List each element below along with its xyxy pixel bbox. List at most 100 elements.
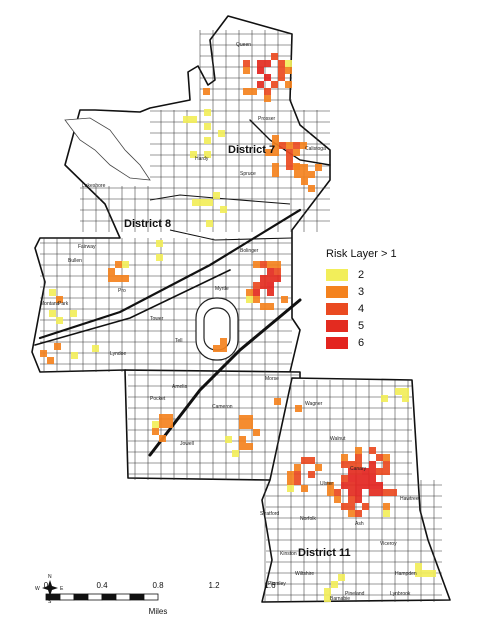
risk-cell bbox=[253, 296, 260, 303]
risk-cell bbox=[390, 489, 397, 496]
risk-cell bbox=[300, 142, 307, 149]
legend-item: 2 bbox=[326, 266, 397, 283]
risk-cell bbox=[355, 461, 362, 468]
scale-ticks: 0 0.4 0.8 1.2 1.6 bbox=[44, 581, 276, 590]
scale-segment bbox=[115, 593, 131, 601]
risk-cell bbox=[271, 81, 278, 88]
scale-tick-label: 0.4 bbox=[96, 581, 108, 590]
risk-cell bbox=[274, 261, 281, 268]
risk-cell bbox=[108, 268, 115, 275]
scale-bar: 0 0.4 0.8 1.2 1.6 Miles bbox=[44, 581, 276, 616]
risk-cell bbox=[285, 81, 292, 88]
street-label: Ash bbox=[355, 521, 364, 527]
risk-cell bbox=[190, 151, 197, 158]
risk-cell bbox=[156, 240, 163, 247]
risk-cell bbox=[156, 254, 163, 261]
risk-cell bbox=[301, 178, 308, 185]
scale-unit: Miles bbox=[149, 607, 168, 616]
risk-cells bbox=[40, 53, 436, 602]
risk-cell bbox=[301, 485, 308, 492]
street-label: Cameron bbox=[212, 404, 233, 410]
legend-swatch bbox=[326, 285, 348, 298]
risk-cell bbox=[267, 303, 274, 310]
risk-cell bbox=[355, 447, 362, 454]
risk-cell bbox=[257, 67, 264, 74]
risk-cell bbox=[278, 67, 285, 74]
risk-cell bbox=[383, 510, 390, 517]
risk-cell bbox=[362, 468, 369, 475]
legend-label: 2 bbox=[358, 268, 365, 281]
legend-swatch bbox=[326, 268, 348, 281]
risk-cell bbox=[334, 489, 341, 496]
street-label: Hardy bbox=[195, 156, 209, 162]
risk-cell bbox=[267, 275, 274, 282]
risk-cell bbox=[293, 149, 300, 156]
risk-cell bbox=[199, 199, 206, 206]
legend-item: 4 bbox=[326, 300, 397, 317]
scale-segment bbox=[143, 593, 159, 601]
risk-cell bbox=[54, 343, 61, 350]
street-label: Plumley bbox=[268, 581, 286, 587]
risk-cell bbox=[272, 163, 279, 170]
risk-cell bbox=[206, 199, 213, 206]
compass-n: N bbox=[48, 574, 52, 580]
risk-cell bbox=[324, 588, 331, 595]
risk-cell bbox=[232, 450, 239, 457]
risk-cell bbox=[264, 95, 271, 102]
risk-cell bbox=[383, 503, 390, 510]
risk-cell bbox=[267, 268, 274, 275]
risk-cell bbox=[348, 482, 355, 489]
scale-tick-label: 0.8 bbox=[152, 581, 164, 590]
risk-cell bbox=[225, 436, 232, 443]
risk-cell bbox=[294, 471, 301, 478]
street-label: Lynbrook bbox=[390, 591, 411, 597]
risk-cell bbox=[190, 116, 197, 123]
risk-cell bbox=[115, 275, 122, 282]
legend-swatch bbox=[326, 336, 348, 349]
scale-segment bbox=[101, 593, 117, 601]
risk-cell bbox=[348, 475, 355, 482]
risk-cell bbox=[260, 261, 267, 268]
risk-cell bbox=[348, 510, 355, 517]
risk-cell bbox=[381, 395, 388, 402]
risk-cell bbox=[286, 149, 293, 156]
legend-label: 3 bbox=[358, 285, 365, 298]
risk-cell bbox=[257, 81, 264, 88]
risk-cell bbox=[272, 149, 279, 156]
highway-diagonal-1 bbox=[38, 208, 302, 340]
risk-cell bbox=[369, 489, 376, 496]
scale-tick-label: 0 bbox=[44, 581, 49, 590]
risk-cell bbox=[243, 88, 250, 95]
risk-cell bbox=[246, 443, 253, 450]
street-label: Walnut bbox=[330, 436, 346, 442]
risk-cell bbox=[293, 142, 300, 149]
legend-label: 5 bbox=[358, 319, 365, 332]
risk-cell bbox=[287, 471, 294, 478]
risk-cell bbox=[253, 289, 260, 296]
compass-icon bbox=[42, 580, 58, 596]
street-label: Stratford bbox=[260, 511, 279, 517]
street-labels: Queen Prosser Hardy Spruce Calistoga Bullen Fa… bbox=[40, 42, 419, 602]
street-label: Bolinger bbox=[240, 248, 259, 254]
risk-cell bbox=[264, 74, 271, 81]
risk-cell bbox=[294, 478, 301, 485]
risk-cell bbox=[287, 478, 294, 485]
scale-segment bbox=[73, 593, 89, 601]
risk-cell bbox=[334, 496, 341, 503]
street-label: Montana bbox=[40, 301, 60, 307]
risk-cell bbox=[294, 464, 301, 471]
compass-w: W bbox=[35, 586, 40, 592]
risk-cell bbox=[122, 261, 129, 268]
scale-tick-label: 1.6 bbox=[264, 581, 276, 590]
risk-cell bbox=[362, 482, 369, 489]
street-label: Hawtree bbox=[400, 496, 419, 502]
risk-cell bbox=[257, 60, 264, 67]
compass-s: S bbox=[48, 599, 52, 605]
risk-cell bbox=[204, 137, 211, 144]
risk-cell bbox=[279, 142, 286, 149]
street-label: Lyndoe bbox=[110, 351, 126, 357]
street-label: Fairway bbox=[78, 244, 96, 250]
risk-cell bbox=[47, 357, 54, 364]
risk-cell bbox=[415, 570, 422, 577]
